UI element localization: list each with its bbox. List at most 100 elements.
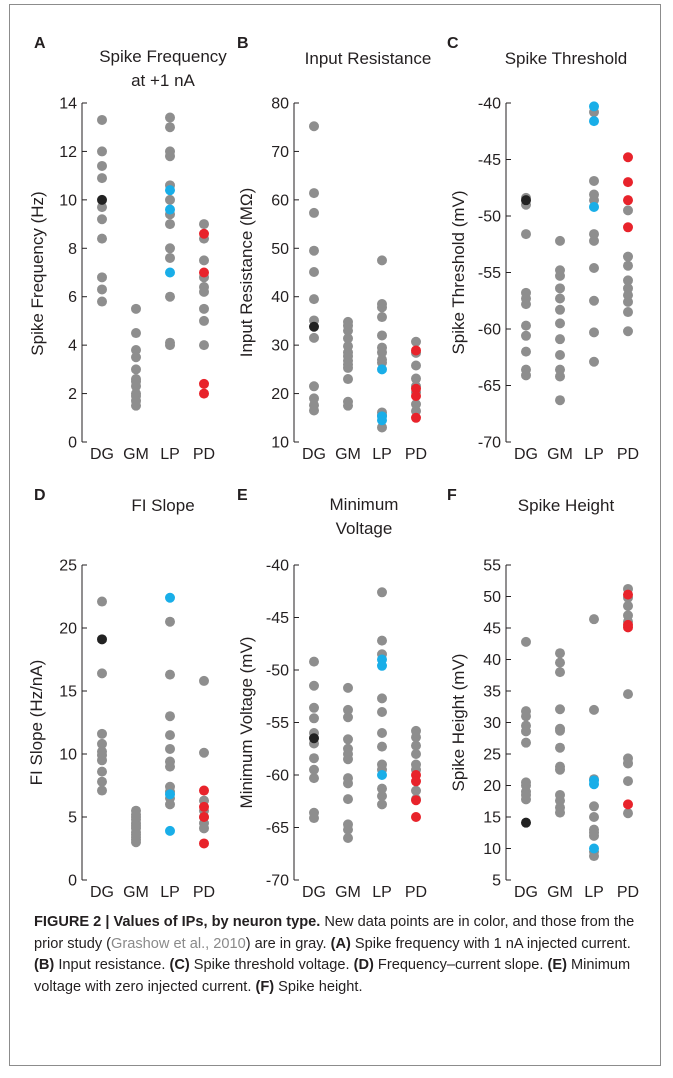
panel-e-y-tick-label: -55 — [266, 715, 289, 732]
panel-f-point-gray — [589, 614, 599, 625]
figure-panels: A Spike Frequency at +1 nA 0 2 4 6 8 10 12 14 Spike… — [27, 35, 639, 900]
panel-f-title-line-1: Spike Height — [518, 496, 615, 515]
panel-d-x-tick-label-lp: LP — [160, 884, 180, 900]
panel-e-point-gray — [343, 712, 353, 723]
panel-f-letter: F — [447, 487, 457, 504]
panel-b-point-gray — [411, 336, 421, 347]
panel-b-x-tick-label-lp: LP — [372, 446, 392, 463]
panel-c-point-red — [623, 222, 633, 233]
panel-f-point-red — [623, 799, 633, 810]
panel-d-point-gray — [97, 766, 107, 777]
panel-f-point-gray — [555, 648, 565, 659]
panel-c-point-black — [521, 195, 531, 206]
panel-e-point-gray — [309, 764, 319, 775]
panel-e-point-gray — [343, 778, 353, 789]
panel-a-point-red — [199, 228, 209, 239]
caption-a-label: (A) — [330, 935, 351, 952]
panel-c-point-gray — [521, 299, 531, 310]
panel-e-point-gray — [411, 749, 421, 759]
panel-c-y-tick-label: -70 — [478, 435, 501, 452]
panel-c-y-tick-label: -55 — [478, 265, 501, 282]
panel-a-point-red — [199, 378, 209, 389]
panel-d-point-gray — [97, 668, 107, 679]
panel-f-x-tick-label-pd: PD — [617, 884, 639, 900]
panel-c-x-tick-label-dg: DG — [514, 446, 538, 463]
panel-c-y-tick-label: -50 — [478, 209, 501, 226]
panel-d-point-gray — [165, 761, 175, 772]
panel-a-point-gray — [97, 160, 107, 171]
panel-c-point-gray — [623, 205, 633, 216]
panel-a-point-gray — [131, 400, 141, 411]
panel-e-point-gray — [343, 734, 353, 745]
panel-b-point-gray — [377, 302, 387, 313]
panel-e-point-gray — [377, 799, 387, 810]
panel-c-x-tick-label-pd: PD — [617, 446, 639, 463]
panel-b-point-gray — [309, 381, 319, 392]
panel-a-point-gray — [199, 219, 209, 230]
panel-b-y-tick-label: 80 — [271, 96, 289, 113]
panel-e-point-gray — [309, 713, 319, 724]
panel-b-point-gray — [309, 245, 319, 256]
panel-a-point-gray — [199, 303, 209, 314]
panel-e-point-gray — [377, 791, 387, 801]
caption-b-text: Input resistance. — [54, 957, 170, 973]
panel-d-y-tick-label: 10 — [59, 747, 77, 764]
panel-f-point-gray — [623, 808, 633, 819]
panel-f-point-gray — [623, 689, 633, 700]
panel-c-point-red — [623, 195, 633, 206]
panel-c-point-gray — [521, 229, 531, 240]
panel-f-y-tick-label: 25 — [483, 747, 501, 764]
panel-f-point-gray — [589, 704, 599, 715]
panel-b-letter: B — [237, 35, 249, 52]
panel-a-point-gray — [199, 340, 209, 351]
panel-c-point-gray — [555, 371, 565, 382]
panel-e-y-tick-label: -65 — [266, 820, 289, 837]
panel-e-y-tick-label: -70 — [266, 873, 289, 890]
panel-f-point-red — [623, 622, 633, 633]
panel-c-point-gray — [589, 175, 599, 186]
panel-c-point-gray — [521, 346, 531, 357]
panel-f-x-tick-label-dg: DG — [514, 884, 538, 900]
panel-f-y-axis-label: Spike Height (mV) — [449, 654, 468, 792]
panel-d-point-gray — [97, 785, 107, 796]
panel-e-title-line-2: Voltage — [336, 519, 393, 538]
panel-a-x-tick-label-gm: GM — [123, 446, 149, 463]
panel-e-point-gray — [411, 740, 421, 751]
panel-c-point-gray — [623, 307, 633, 318]
panel-a-point-gray — [199, 286, 209, 297]
panel-a-point-gray — [131, 344, 141, 355]
panel-a-point-red — [199, 388, 209, 399]
panel-f-point-gray — [521, 636, 531, 647]
panel-d-y-tick-label: 0 — [68, 873, 77, 890]
caption-text-1: New data points are in color, and those … — [34, 914, 635, 952]
panel-a-y-axis-label: Spike Frequency (Hz) — [28, 191, 47, 355]
caption-d-label: (D) — [353, 957, 374, 973]
panel-f-point-gray — [555, 657, 565, 668]
panel-e-point-gray — [377, 707, 387, 717]
panel-a-y-tick-label: 0 — [68, 435, 77, 452]
panel-a-y-tick-label: 14 — [59, 96, 77, 113]
panel-c-title-line-1: Spike Threshold — [505, 49, 628, 68]
panel-a-point-gray — [165, 151, 175, 162]
panel-a-point-gray — [165, 340, 175, 351]
panel-c-point-gray — [555, 349, 565, 360]
panel-e-point-gray — [411, 785, 421, 796]
panel-c-point-gray — [555, 283, 565, 294]
panel-d-title-line-1: FI Slope — [131, 496, 194, 515]
panel-a-y-tick-label: 10 — [59, 192, 77, 209]
panel-b-point-red — [411, 390, 421, 401]
panel-c-y-tick-label: -40 — [478, 96, 501, 113]
panel-e-y-tick-label: -60 — [266, 768, 289, 785]
panel-d-letter: D — [34, 487, 46, 504]
panel-b-point-blue — [377, 364, 387, 375]
panel-d-point-gray — [199, 823, 209, 834]
panel-a-point-gray — [97, 233, 107, 244]
panel-e-point-gray — [309, 813, 319, 824]
panel-b-point-gray — [343, 333, 353, 344]
panel-a-point-gray — [165, 291, 175, 302]
panel-a-point-gray — [97, 114, 107, 125]
caption-reference-link[interactable]: Grashow et al., 2010 — [111, 935, 246, 952]
figure-frame — [9, 4, 661, 1066]
panel-e-point-gray — [343, 833, 353, 843]
panel-f-y-tick-label: 20 — [483, 778, 501, 795]
